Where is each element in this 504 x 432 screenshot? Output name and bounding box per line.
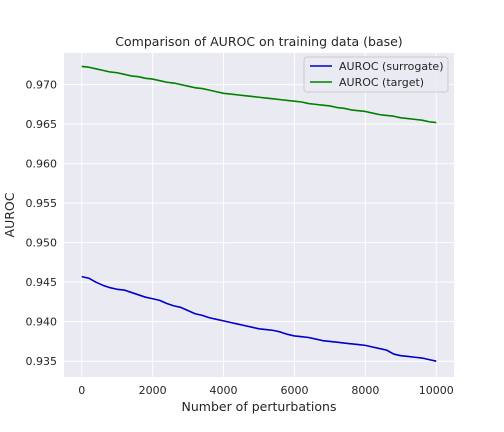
legend-entry-target: AUROC (target) bbox=[339, 76, 424, 89]
grid-lines bbox=[64, 53, 454, 377]
series-line-surrogate bbox=[81, 275, 437, 362]
y-tick-label: 0.965 bbox=[26, 118, 58, 131]
y-tick-labels: 0.935 0.940 0.945 0.950 0.955 0.960 0.965 0.970 bbox=[26, 79, 58, 369]
chart-title: Comparison of AUROC on training data (ba… bbox=[115, 34, 402, 49]
y-tick-label: 0.940 bbox=[26, 316, 58, 329]
y-tick-label: 0.935 bbox=[26, 355, 58, 368]
x-tick-label: 10000 bbox=[419, 384, 454, 397]
x-tick-labels: 0 2000 4000 6000 8000 10000 bbox=[78, 384, 454, 397]
plot-background bbox=[64, 53, 454, 377]
x-tick-label: 0 bbox=[78, 384, 85, 397]
x-tick-label: 6000 bbox=[280, 384, 308, 397]
x-tick-label: 8000 bbox=[351, 384, 379, 397]
legend: AUROC (surrogate) AUROC (target) bbox=[303, 56, 449, 93]
y-tick-label: 0.960 bbox=[26, 158, 58, 171]
y-tick-label: 0.955 bbox=[26, 197, 58, 210]
x-tick-label: 4000 bbox=[210, 384, 238, 397]
y-tick-label: 0.950 bbox=[26, 237, 58, 250]
y-axis-label: AUROC bbox=[2, 192, 17, 237]
series-lines bbox=[81, 65, 437, 362]
x-axis-label: Number of perturbations bbox=[182, 399, 337, 414]
y-tick-label: 0.970 bbox=[26, 79, 58, 92]
legend-box bbox=[303, 56, 449, 93]
series-line-target bbox=[81, 65, 437, 124]
x-tick-label: 2000 bbox=[139, 384, 167, 397]
y-tick-label: 0.945 bbox=[26, 276, 58, 289]
legend-entry-surrogate: AUROC (surrogate) bbox=[339, 60, 443, 73]
